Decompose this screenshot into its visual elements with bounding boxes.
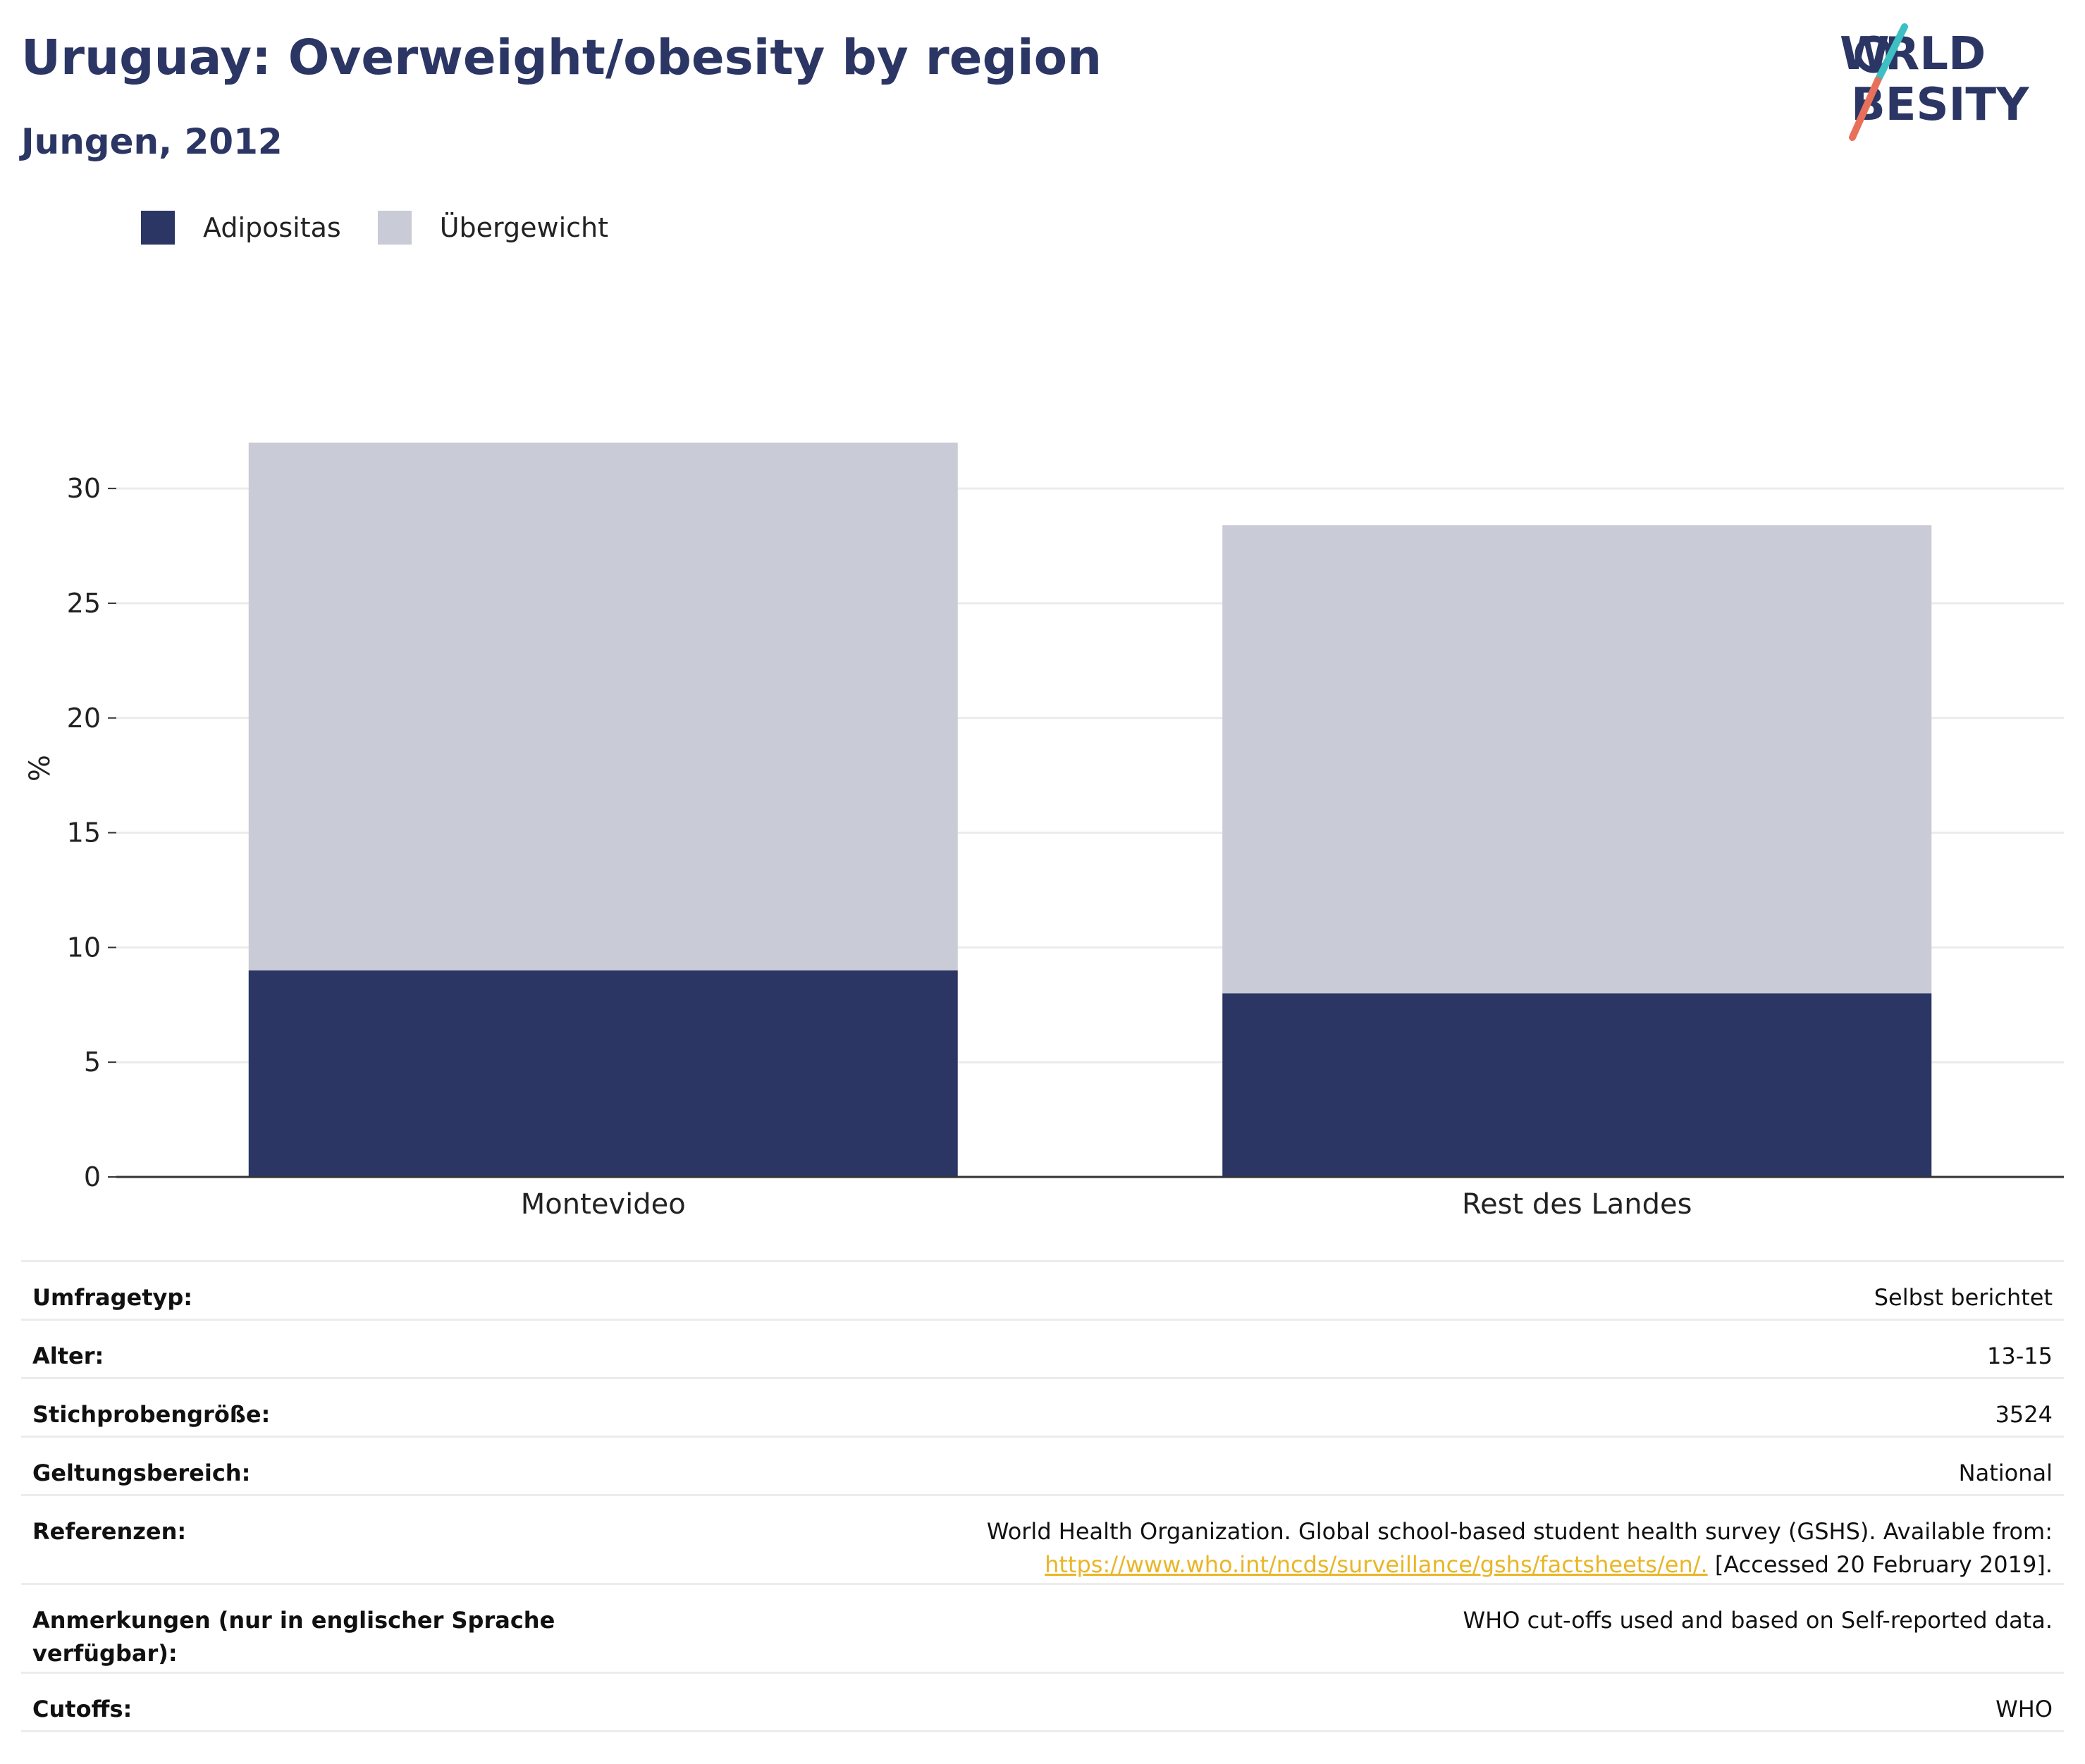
info-label: Anmerkungen (nur in englischer Sprache v… bbox=[32, 1607, 555, 1667]
bar-adipositas bbox=[248, 970, 958, 1177]
info-value: WHO cut-offs used and based on Self-repo… bbox=[1463, 1607, 2053, 1634]
bar-uebergewicht bbox=[1222, 525, 1932, 994]
chart-legend: Adipositas Übergewicht bbox=[141, 208, 645, 247]
legend-item-adipositas[interactable]: Adipositas bbox=[141, 211, 341, 245]
info-row-cutoffs: Cutoffs: WHO bbox=[21, 1672, 2064, 1732]
page-title: Uruguay: Overweight/obesity by region bbox=[21, 30, 1102, 86]
info-value: WHO bbox=[1995, 1696, 2053, 1722]
y-tick-label: 20 bbox=[67, 703, 101, 734]
info-row-sample-size: Stichprobengröße: 3524 bbox=[21, 1377, 2064, 1436]
bar-adipositas bbox=[1222, 993, 1932, 1177]
legend-item-uebergewicht[interactable]: Übergewicht bbox=[377, 211, 608, 245]
info-label: Referenzen: bbox=[32, 1518, 187, 1545]
info-label: Umfragetyp: bbox=[32, 1284, 193, 1311]
legend-swatch-adipositas bbox=[141, 211, 175, 245]
info-value: National bbox=[1958, 1460, 2053, 1486]
svg-text:BESITY: BESITY bbox=[1851, 79, 2029, 131]
bar-uebergewicht bbox=[248, 443, 958, 970]
y-tick-label: 0 bbox=[84, 1161, 101, 1192]
references-link[interactable]: https://www.who.int/ncds/surveillance/gs… bbox=[1045, 1551, 1708, 1578]
info-label: Stichprobengröße: bbox=[32, 1401, 271, 1428]
info-row-scope: Geltungsbereich: National bbox=[21, 1436, 2064, 1494]
page-subtitle: Jungen, 2012 bbox=[21, 121, 283, 162]
y-tick-label: 25 bbox=[67, 588, 101, 619]
world-obesity-logo: W RLD BESITY bbox=[1840, 23, 2029, 141]
legend-swatch-uebergewicht bbox=[377, 211, 412, 245]
survey-info-table: Umfragetyp: Selbst berichtet Alter: 13-1… bbox=[21, 1260, 2064, 1732]
info-row-survey-type: Umfragetyp: Selbst berichtet bbox=[21, 1260, 2064, 1319]
legend-label-adipositas: Adipositas bbox=[203, 212, 341, 243]
y-tick-label: 5 bbox=[84, 1047, 101, 1078]
info-label: Cutoffs: bbox=[32, 1696, 133, 1722]
x-tick-label: Rest des Landes bbox=[1462, 1188, 1692, 1221]
info-row-notes: Anmerkungen (nur in englischer Sprache v… bbox=[21, 1583, 2064, 1672]
info-value: 3524 bbox=[1995, 1401, 2053, 1428]
y-axis-label: % bbox=[24, 755, 56, 782]
y-tick-label: 15 bbox=[67, 818, 101, 849]
x-tick-label: Montevideo bbox=[521, 1188, 686, 1221]
info-row-references: Referenzen: World Health Organization. G… bbox=[21, 1494, 2064, 1583]
info-value: 13-15 bbox=[1987, 1343, 2053, 1369]
y-tick-label: 10 bbox=[67, 932, 101, 963]
info-row-age: Alter: 13-15 bbox=[21, 1319, 2064, 1377]
y-tick-label: 30 bbox=[67, 473, 101, 504]
info-label: Alter: bbox=[32, 1343, 104, 1369]
stacked-bar-chart: 0 5 10 15 20 25 30% Montevideo Rest des Landes bbox=[24, 443, 2064, 1221]
legend-label-uebergewicht: Übergewicht bbox=[439, 212, 608, 243]
info-label: Geltungsbereich: bbox=[32, 1460, 251, 1486]
references-accessed: [Accessed 20 February 2019]. bbox=[1707, 1551, 2053, 1578]
references-value: World Health Organization. Global school… bbox=[987, 1515, 2053, 1581]
info-value: Selbst berichtet bbox=[1874, 1284, 2053, 1311]
references-text: World Health Organization. Global school… bbox=[986, 1518, 2053, 1545]
